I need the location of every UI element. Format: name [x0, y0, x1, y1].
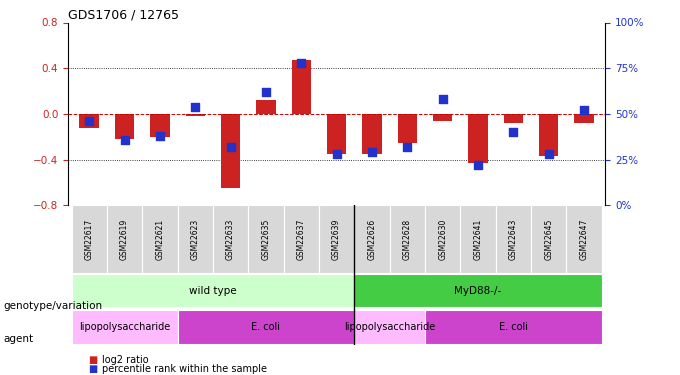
Text: GSM22619: GSM22619 — [120, 219, 129, 260]
Text: E. coli: E. coli — [499, 322, 528, 332]
Bar — [398, 114, 417, 142]
FancyBboxPatch shape — [496, 206, 531, 273]
FancyBboxPatch shape — [177, 206, 213, 273]
Point — [190, 104, 201, 110]
Point — [437, 96, 448, 102]
Text: GSM22637: GSM22637 — [296, 218, 306, 260]
Text: agent: agent — [3, 334, 33, 344]
Bar — [80, 114, 99, 128]
Text: ■: ■ — [88, 355, 98, 365]
FancyBboxPatch shape — [142, 206, 177, 273]
Text: GSM22645: GSM22645 — [544, 218, 553, 260]
Bar — [256, 100, 275, 114]
Text: log2 ratio: log2 ratio — [102, 355, 149, 365]
FancyBboxPatch shape — [425, 310, 602, 344]
Text: GSM22617: GSM22617 — [85, 219, 94, 260]
Text: lipopolysaccharide: lipopolysaccharide — [79, 322, 170, 332]
Point — [296, 60, 307, 66]
Text: GSM22633: GSM22633 — [226, 218, 235, 260]
Point — [579, 107, 590, 113]
Point — [154, 133, 165, 139]
Bar — [115, 114, 134, 139]
FancyBboxPatch shape — [354, 274, 602, 308]
Bar — [362, 114, 381, 154]
Text: wild type: wild type — [189, 286, 237, 296]
FancyBboxPatch shape — [566, 206, 602, 273]
Bar — [469, 114, 488, 163]
Text: ■: ■ — [88, 364, 98, 374]
Point — [543, 151, 554, 157]
Point — [260, 89, 271, 95]
Text: GSM22639: GSM22639 — [332, 218, 341, 260]
Point — [508, 129, 519, 135]
FancyBboxPatch shape — [213, 206, 248, 273]
Text: GSM22630: GSM22630 — [438, 218, 447, 260]
FancyBboxPatch shape — [354, 310, 425, 344]
FancyBboxPatch shape — [390, 206, 425, 273]
Text: GSM22647: GSM22647 — [579, 218, 588, 260]
FancyBboxPatch shape — [319, 206, 354, 273]
Text: MyD88-/-: MyD88-/- — [454, 286, 502, 296]
Bar — [327, 114, 346, 154]
Point — [119, 136, 130, 142]
Text: genotype/variation: genotype/variation — [3, 301, 103, 310]
FancyBboxPatch shape — [248, 206, 284, 273]
Text: GSM22628: GSM22628 — [403, 219, 412, 260]
Text: E. coli: E. coli — [252, 322, 280, 332]
Bar — [186, 114, 205, 116]
Bar — [575, 114, 594, 123]
Bar — [150, 114, 169, 137]
Bar — [433, 114, 452, 121]
Point — [402, 144, 413, 150]
FancyBboxPatch shape — [71, 310, 177, 344]
FancyBboxPatch shape — [531, 206, 566, 273]
Bar — [539, 114, 558, 156]
FancyBboxPatch shape — [177, 310, 354, 344]
FancyBboxPatch shape — [71, 206, 107, 273]
Text: percentile rank within the sample: percentile rank within the sample — [102, 364, 267, 374]
Point — [84, 118, 95, 124]
Point — [331, 151, 342, 157]
Bar — [292, 60, 311, 114]
Text: lipopolysaccharide: lipopolysaccharide — [344, 322, 435, 332]
Bar — [504, 114, 523, 123]
FancyBboxPatch shape — [284, 206, 319, 273]
FancyBboxPatch shape — [107, 206, 142, 273]
Text: GSM22641: GSM22641 — [473, 219, 483, 260]
Text: GSM22643: GSM22643 — [509, 218, 517, 260]
Text: GDS1706 / 12765: GDS1706 / 12765 — [68, 8, 179, 21]
FancyBboxPatch shape — [71, 274, 354, 308]
Text: GSM22621: GSM22621 — [156, 219, 165, 260]
Point — [473, 162, 483, 168]
FancyBboxPatch shape — [460, 206, 496, 273]
Point — [367, 149, 377, 155]
Bar — [221, 114, 240, 188]
FancyBboxPatch shape — [354, 206, 390, 273]
FancyBboxPatch shape — [425, 206, 460, 273]
Text: GSM22635: GSM22635 — [261, 218, 271, 260]
Text: GSM22626: GSM22626 — [367, 219, 377, 260]
Text: GSM22623: GSM22623 — [190, 219, 200, 260]
Point — [225, 144, 236, 150]
